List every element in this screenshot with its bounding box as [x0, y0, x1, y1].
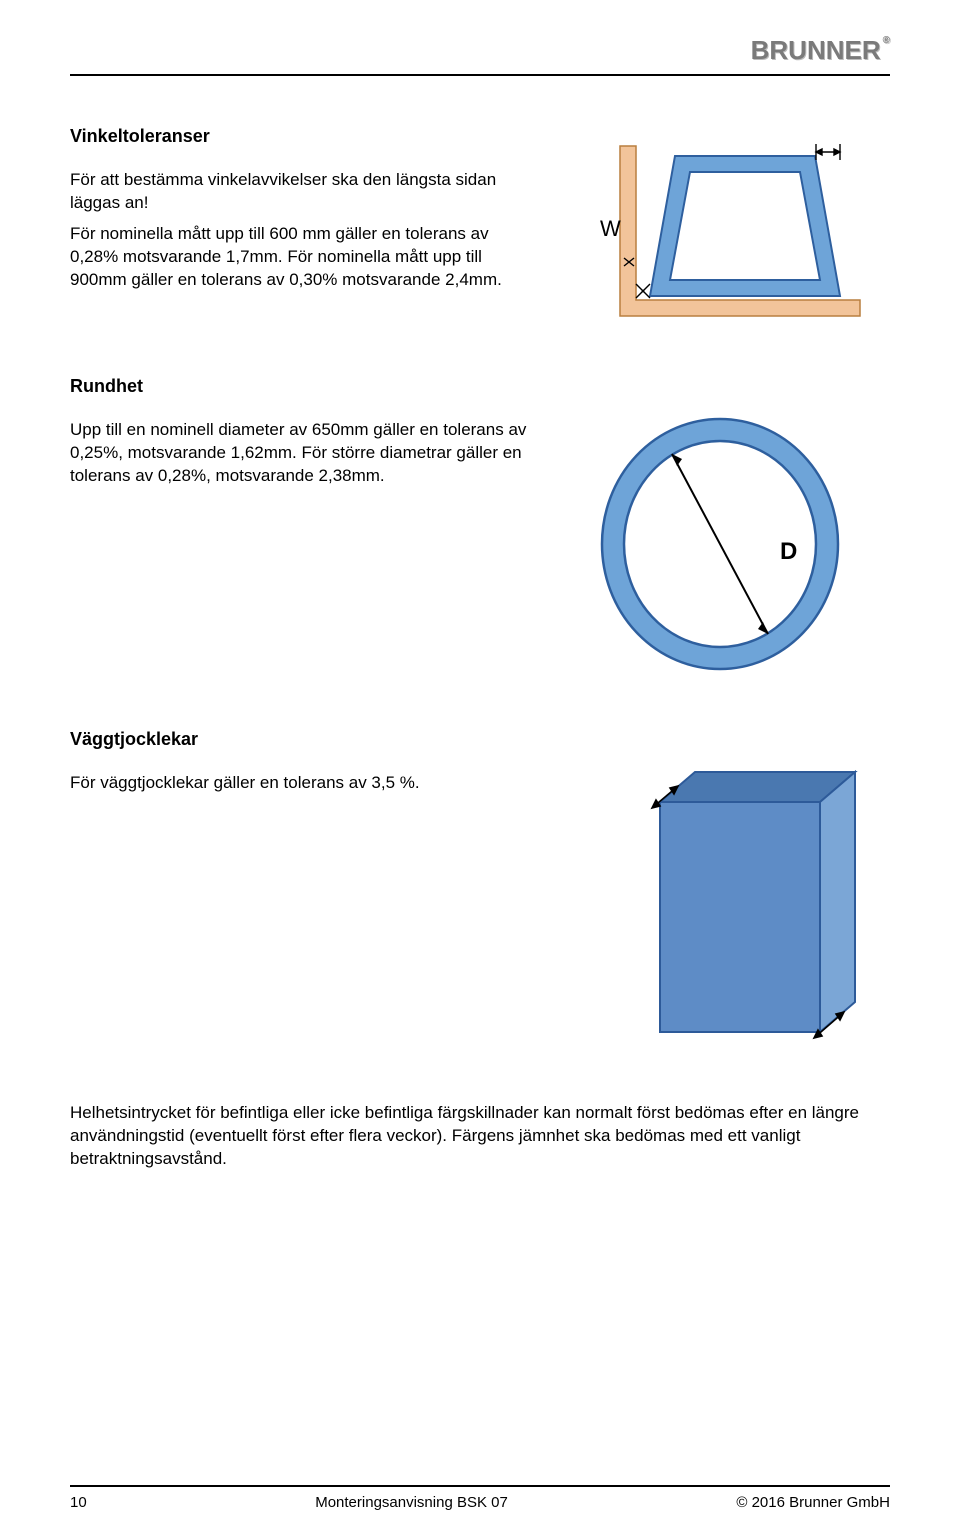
ring-diagram-svg: D: [580, 409, 860, 689]
vinkel-p1: För att bestämma vinkelavvikelser ska de…: [70, 169, 530, 215]
page-header: BRUNNER ®: [70, 30, 890, 70]
vagg-figure: [620, 752, 880, 1062]
section-vinkeltoleranser: Vinkeltoleranser För att bestämma vinkel…: [70, 126, 890, 336]
brand-text: BRUNNER: [751, 35, 881, 66]
rundhet-p1: Upp till en nominell diameter av 650mm g…: [70, 419, 530, 488]
vagg-p1: För väggtjocklekar gäller en tolerans av…: [70, 772, 530, 795]
page-footer: 10 Monteringsanvisning BSK 07 © 2016 Bru…: [70, 1494, 890, 1511]
vagg-title: Väggtjocklekar: [70, 729, 890, 750]
section-rundhet: Rundhet Upp till en nominell diameter av…: [70, 376, 890, 689]
registered-mark: ®: [883, 35, 890, 46]
vinkel-p2: För nominella mått upp till 600 mm gälle…: [70, 223, 530, 292]
d-label: D: [780, 538, 797, 565]
footer-rule: [70, 1485, 890, 1487]
page-content: BRUNNER ® Vinkeltoleranser För att bestä…: [0, 0, 960, 1171]
section-closing: Helhetsintrycket för befintliga eller ic…: [70, 1102, 890, 1171]
footer-doc-title: Monteringsanvisning BSK 07: [315, 1494, 508, 1511]
w-label: W: [600, 216, 621, 241]
rundhet-figure: D: [580, 409, 860, 689]
vinkel-figure: W: [580, 126, 880, 336]
box-diagram-svg: [620, 752, 880, 1062]
section-vaggtjocklekar: Väggtjocklekar För väggtjocklekar gäller…: [70, 729, 890, 1062]
brand-logo: BRUNNER ®: [751, 35, 890, 66]
angle-diagram-svg: W: [580, 126, 880, 336]
footer-page-number: 10: [70, 1494, 87, 1511]
vinkel-title: Vinkeltoleranser: [70, 126, 550, 147]
closing-p1: Helhetsintrycket för befintliga eller ic…: [70, 1102, 890, 1171]
rundhet-title: Rundhet: [70, 376, 890, 397]
header-rule: [70, 74, 890, 76]
footer-copyright: © 2016 Brunner GmbH: [736, 1494, 890, 1511]
